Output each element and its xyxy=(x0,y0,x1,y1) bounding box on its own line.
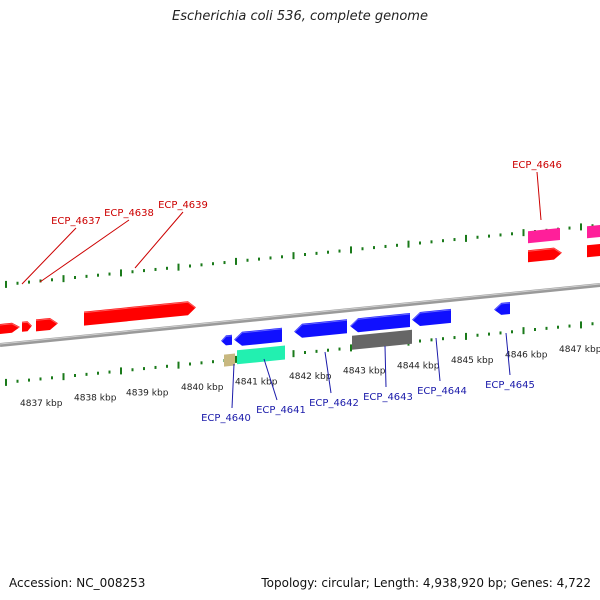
gene-label-bottom-leader xyxy=(435,337,441,382)
gene-reverse xyxy=(294,319,347,338)
kbp-label: 4847 kbp xyxy=(559,345,600,355)
gene-label-top: ECP_4639 xyxy=(158,200,208,211)
kbp-label: 4843 kbp xyxy=(343,367,386,377)
gene-forward xyxy=(0,322,20,334)
gene-label-top-leader xyxy=(21,227,77,285)
topology-info: Topology: circular; Length: 4,938,920 bp… xyxy=(261,576,591,590)
kbp-label: 4844 kbp xyxy=(397,361,440,371)
gene-forward-shine xyxy=(527,248,563,255)
kbp-label: 4838 kbp xyxy=(74,394,117,404)
gene-forward-alt xyxy=(587,225,600,239)
gene-forward xyxy=(587,244,600,258)
gene-label-top: ECP_4638 xyxy=(104,208,154,219)
kbp-label: 4839 kbp xyxy=(126,388,169,398)
gene-forward-shine xyxy=(0,323,21,329)
gene-forward-shine xyxy=(21,321,33,328)
kbp-label: 4846 kbp xyxy=(505,351,548,361)
accession-label: Accession: NC_008253 xyxy=(9,576,146,590)
gene-label-bottom: ECP_4644 xyxy=(417,386,467,397)
gene-reverse-teal xyxy=(237,345,285,365)
gene-label-top-leader xyxy=(536,171,542,221)
gene-label-bottom-leader xyxy=(263,358,278,401)
gene-reverse-tan xyxy=(224,353,235,367)
gene-label-bottom-leader xyxy=(505,332,511,376)
kbp-label: 4841 kbp xyxy=(235,378,278,388)
kbp-label: 4845 kbp xyxy=(451,356,494,366)
gene-reverse-grey xyxy=(352,329,412,350)
figure-title: Escherichia coli 536, complete genome xyxy=(172,9,428,24)
gene-forward xyxy=(84,301,196,326)
kbp-label: 4837 kbp xyxy=(20,399,63,409)
kbp-label: 4840 kbp xyxy=(181,383,224,393)
gene-forward xyxy=(22,321,32,332)
gene-label-bottom-leader xyxy=(231,363,235,409)
gene-reverse xyxy=(350,313,410,333)
gene-reverse-shine xyxy=(493,302,511,311)
gene-reverse xyxy=(494,302,510,315)
gene-reverse xyxy=(412,308,451,326)
gene-reverse-shine xyxy=(220,335,233,343)
gene-forward-shine xyxy=(83,301,197,314)
kbp-label: 4842 kbp xyxy=(289,372,332,382)
genome-backbone xyxy=(0,283,600,347)
gene-label-bottom: ECP_4643 xyxy=(363,392,413,403)
gene-forward xyxy=(528,247,562,263)
gene-reverse-shine xyxy=(233,328,283,341)
gene-label-bottom: ECP_4642 xyxy=(309,398,359,409)
gene-label-bottom: ECP_4645 xyxy=(485,380,535,391)
gene-label-bottom-leader xyxy=(324,351,332,394)
genome-backbone-highlight xyxy=(0,283,600,345)
gene-reverse-shine xyxy=(349,313,411,328)
gene-forward xyxy=(36,318,58,332)
gene-label-bottom: ECP_4641 xyxy=(256,405,306,416)
gene-reverse-shine xyxy=(293,319,348,333)
gene-forward-shine xyxy=(35,318,59,325)
gene-label-top-leader xyxy=(134,211,184,269)
gene-label-top-leader xyxy=(39,219,130,283)
gene-reverse-shine xyxy=(411,309,452,322)
gene-reverse xyxy=(234,327,282,346)
gene-label-bottom-leader xyxy=(384,345,387,388)
gene-label-top: ECP_4646 xyxy=(512,160,562,171)
gene-label-bottom: ECP_4640 xyxy=(201,413,251,424)
gene-label-top: ECP_4637 xyxy=(51,216,101,227)
gene-forward-alt xyxy=(528,228,560,244)
gene-reverse xyxy=(221,334,232,346)
